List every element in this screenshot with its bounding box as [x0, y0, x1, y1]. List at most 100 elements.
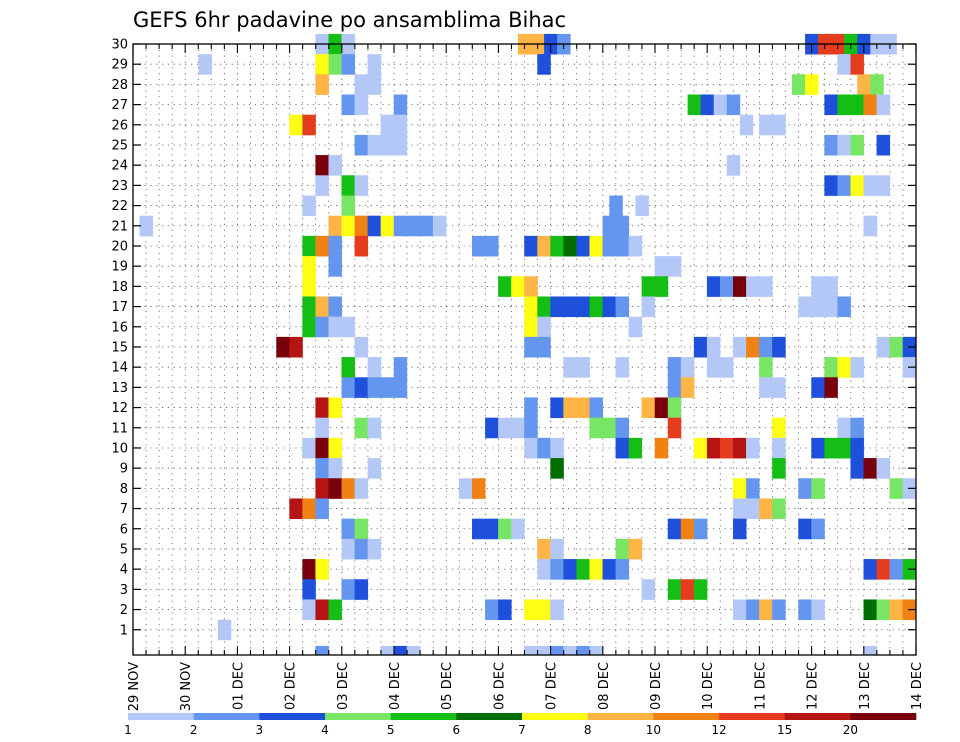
precip-cell [524, 276, 538, 297]
precip-cell [733, 437, 747, 459]
precip-cell [706, 437, 721, 459]
precip-cell [315, 155, 329, 176]
precip-cell [524, 397, 538, 419]
precip-cell [792, 74, 806, 95]
precip-cell [772, 498, 786, 520]
precip-cell [876, 458, 891, 479]
precip-cell [589, 397, 603, 419]
precip-cell [367, 215, 382, 237]
precip-cell [863, 175, 877, 196]
precip-cell [811, 276, 825, 297]
y-tick-label: 8 [120, 482, 128, 497]
precip-cell [837, 175, 851, 196]
colorbar-label: 3 [256, 723, 264, 737]
precip-cell [850, 437, 864, 459]
precip-cell [302, 579, 316, 600]
precip-cell [759, 377, 773, 398]
colorbar-label: 4 [321, 723, 329, 737]
precip-cell [472, 235, 486, 257]
precip-cell [693, 579, 708, 600]
precip-cell [824, 357, 838, 378]
precip-cell [713, 94, 728, 116]
precip-cell [563, 559, 577, 580]
precip-cell [654, 256, 669, 277]
precip-cell [341, 195, 355, 217]
precip-cell [759, 336, 773, 358]
precip-cell [863, 94, 877, 116]
precip-cell [550, 235, 564, 257]
colorbar-swatch [390, 713, 457, 720]
precip-cell [850, 417, 864, 439]
precip-cell [576, 645, 590, 655]
x-tick-label: 08 DEC [597, 662, 612, 710]
precip-cell [302, 599, 316, 621]
precip-cell [537, 559, 551, 580]
precip-cell [641, 579, 656, 600]
colorbar-label: 5 [387, 723, 395, 737]
y-tick-label: 2 [120, 603, 128, 618]
x-tick-label: 11 DEC [753, 662, 768, 710]
precip-cell [576, 559, 590, 580]
precip-cell [367, 134, 382, 156]
precip-cell [393, 215, 408, 237]
precip-cell [615, 215, 630, 237]
precip-cell [615, 559, 630, 580]
precip-cell [498, 599, 512, 621]
y-tick-label: 12 [111, 401, 128, 416]
precip-cell [837, 437, 851, 459]
precip-cell [472, 518, 486, 540]
precip-cell [524, 599, 538, 621]
precip-cell [641, 397, 656, 419]
precip-cell [315, 498, 329, 520]
y-tick-label: 9 [120, 462, 128, 477]
y-tick-label: 20 [111, 239, 128, 254]
precip-cell [863, 559, 877, 580]
precip-cell [746, 276, 760, 297]
precip-cell [667, 397, 682, 419]
precip-cell [341, 377, 355, 398]
colorbar-swatch [325, 713, 391, 720]
precip-cell [524, 437, 538, 459]
precip-cell [824, 377, 838, 398]
precip-cell [354, 417, 369, 439]
precip-cell [432, 215, 447, 237]
precip-cell [687, 94, 702, 116]
precip-cell [654, 276, 669, 297]
precip-cell [354, 74, 369, 95]
colorbar-label: 7 [518, 723, 526, 737]
colorbar-label: 20 [843, 723, 858, 737]
precip-cell [772, 417, 786, 439]
precip-cell [563, 397, 577, 419]
y-tick-label: 14 [111, 361, 128, 376]
precip-cell [289, 336, 303, 358]
precip-cell [302, 276, 316, 297]
precip-cell [524, 645, 538, 655]
precip-cell [667, 417, 682, 439]
precip-cell [667, 357, 682, 378]
x-tick-label: 30 NOV [179, 662, 194, 711]
precip-cell [315, 296, 329, 318]
precip-cell [772, 336, 786, 358]
precip-cell [805, 74, 819, 95]
precip-cell [889, 559, 904, 580]
colorbar-swatch [587, 713, 654, 720]
precip-cell [850, 54, 864, 75]
colorbar-swatch [456, 713, 523, 720]
y-tick-label: 23 [111, 179, 128, 194]
precip-cell [850, 458, 864, 479]
precip-cell [700, 94, 715, 116]
precip-cell [837, 54, 851, 75]
precip-cell [380, 645, 395, 655]
precip-cell [563, 296, 577, 318]
precip-cell [837, 357, 851, 378]
precip-cell [537, 235, 551, 257]
precip-cell [667, 377, 682, 398]
precip-cell [367, 538, 382, 560]
precip-cell [615, 417, 630, 439]
x-tick-label: 01 DEC [231, 662, 246, 710]
x-tick-label: 13 DEC [858, 662, 873, 710]
y-tick-label: 27 [111, 98, 128, 113]
precip-cell [341, 478, 355, 499]
colorbar-label: 6 [453, 723, 461, 737]
